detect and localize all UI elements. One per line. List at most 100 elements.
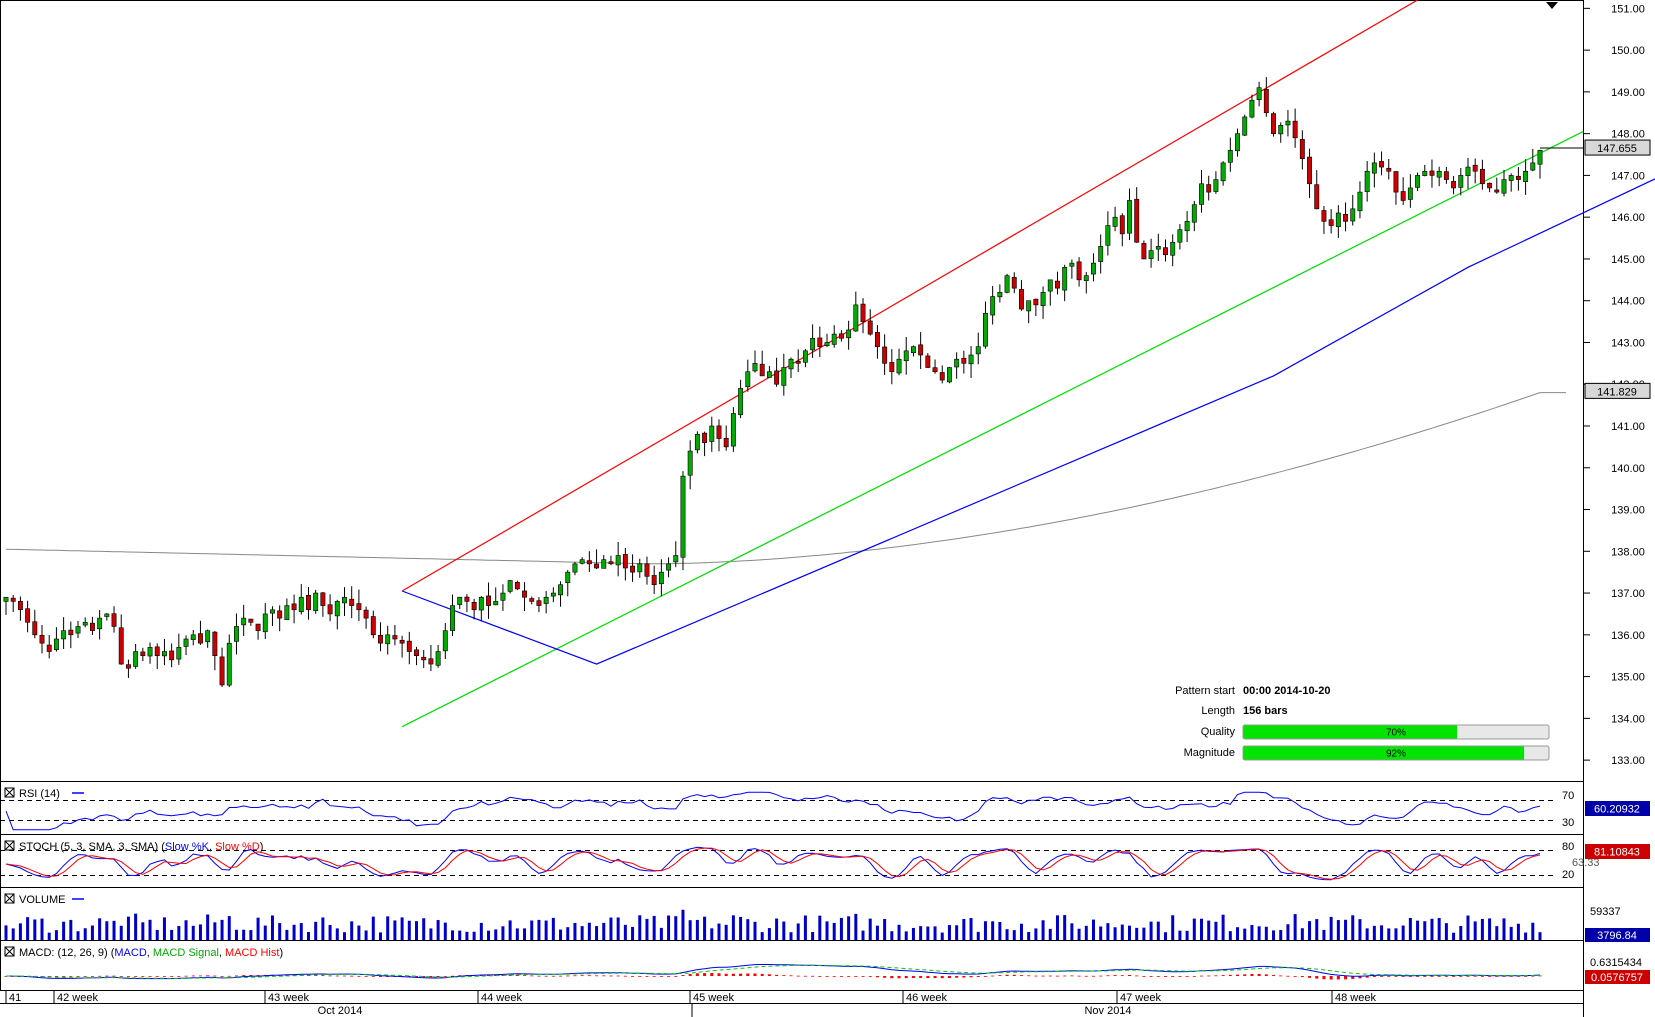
stoch-level-80-label: 80 xyxy=(1562,841,1574,853)
candle xyxy=(738,379,744,419)
volume-bar xyxy=(983,921,987,940)
macd-hist-bar xyxy=(1041,975,1045,977)
macd-hist-bar xyxy=(1034,975,1038,977)
candle xyxy=(1105,211,1111,256)
candle xyxy=(990,285,996,325)
candle xyxy=(644,556,650,585)
candle xyxy=(277,605,283,632)
macd-hist-bar xyxy=(1149,976,1153,977)
macd-hist-bar xyxy=(249,975,253,976)
pattern-info: Pattern start 00:00 2014-10-20 Length 15… xyxy=(1175,685,1550,761)
volume-bar xyxy=(479,922,483,940)
volume-close-icon[interactable] xyxy=(4,893,15,904)
candle xyxy=(1285,110,1291,137)
candle xyxy=(932,359,938,374)
volume-bar xyxy=(198,924,202,940)
macd-hist-bar xyxy=(616,975,620,977)
macd-hist-bar xyxy=(256,975,260,976)
volume-bar xyxy=(342,932,346,940)
chevron-down-icon[interactable] xyxy=(1546,2,1558,9)
candle xyxy=(889,349,895,385)
macd-hist-bar xyxy=(1480,976,1484,977)
volume-bar xyxy=(1192,918,1196,940)
candle xyxy=(1472,158,1478,184)
candle xyxy=(1271,111,1276,137)
candle xyxy=(507,579,513,594)
volume-bar xyxy=(285,929,289,940)
volume-bar xyxy=(141,922,145,940)
candle xyxy=(1184,211,1190,243)
volume-bar xyxy=(472,931,476,940)
macd-hist-bar xyxy=(357,975,361,977)
macd-hist-bar xyxy=(710,972,714,976)
volume-bar xyxy=(1380,925,1384,940)
candle xyxy=(82,617,88,628)
candle xyxy=(1443,166,1449,184)
week-label: 44 week xyxy=(481,992,522,1004)
volume-bar xyxy=(1178,930,1182,940)
volume-bar xyxy=(357,925,361,940)
volume-panel: VOLUME 59337 3796.84 xyxy=(4,893,1650,942)
macd-hist-bar xyxy=(911,976,915,978)
macd-hist-bar xyxy=(551,975,555,977)
candle xyxy=(514,580,520,591)
macd-hist-bar xyxy=(1279,975,1283,977)
candle xyxy=(1033,298,1039,317)
candle xyxy=(1062,264,1068,302)
volume-bar xyxy=(717,923,721,940)
macd-close-icon[interactable] xyxy=(4,946,15,957)
candle xyxy=(1530,148,1536,172)
candle xyxy=(1357,181,1363,219)
candle xyxy=(133,644,139,669)
volume-bar xyxy=(1480,918,1484,940)
price-tick-label: 149.00 xyxy=(1611,87,1645,99)
volume-bar xyxy=(11,928,15,940)
candle xyxy=(608,555,614,566)
volume-bar xyxy=(1351,915,1355,940)
macd-hist-bar xyxy=(155,976,159,977)
volume-bar xyxy=(1005,929,1009,940)
candles xyxy=(3,77,1543,688)
macd-hist-bar xyxy=(1019,975,1023,976)
macd-hist-label: MACD Hist xyxy=(225,947,279,959)
candle xyxy=(601,555,607,569)
macd-hist-bar xyxy=(796,975,800,977)
macd-hist-bar xyxy=(825,976,829,977)
volume-bar xyxy=(451,930,455,940)
macd-hist-bar xyxy=(69,976,73,977)
macd-hist-bar xyxy=(1214,975,1218,977)
candle xyxy=(334,599,340,630)
candle xyxy=(161,638,167,666)
macd-hist-bar xyxy=(1308,976,1312,978)
volume-bar xyxy=(1257,926,1261,940)
volume-bar xyxy=(1091,919,1095,940)
volume-bar xyxy=(631,926,635,940)
candle xyxy=(522,582,527,612)
candle xyxy=(226,634,232,688)
candle xyxy=(637,558,643,578)
macd-hist-bar xyxy=(861,976,865,977)
macd-hist-bar xyxy=(1502,976,1506,977)
macd-hist-bar xyxy=(1127,974,1131,976)
macd-hist-bar xyxy=(1329,976,1333,980)
volume-bar xyxy=(746,919,750,940)
price-tick-label: 136.00 xyxy=(1611,630,1645,642)
candle xyxy=(471,598,477,620)
price-tick-label: 146.00 xyxy=(1611,212,1645,224)
volume-bar xyxy=(47,932,51,940)
macd-hist-bar xyxy=(1012,974,1016,976)
candle xyxy=(536,597,542,613)
volume-bar xyxy=(1127,925,1131,940)
candle xyxy=(810,324,816,358)
macd-hist-bar xyxy=(595,975,599,977)
candle xyxy=(586,551,592,572)
candle xyxy=(241,604,247,636)
rsi-close-icon[interactable] xyxy=(4,787,15,798)
volume-bar xyxy=(1135,927,1139,940)
volume-bar xyxy=(242,929,246,940)
candle xyxy=(745,359,751,392)
volume-bar xyxy=(1423,921,1427,940)
volume-bar xyxy=(364,930,368,940)
volume-bar xyxy=(1041,920,1045,940)
candle xyxy=(1451,175,1457,195)
